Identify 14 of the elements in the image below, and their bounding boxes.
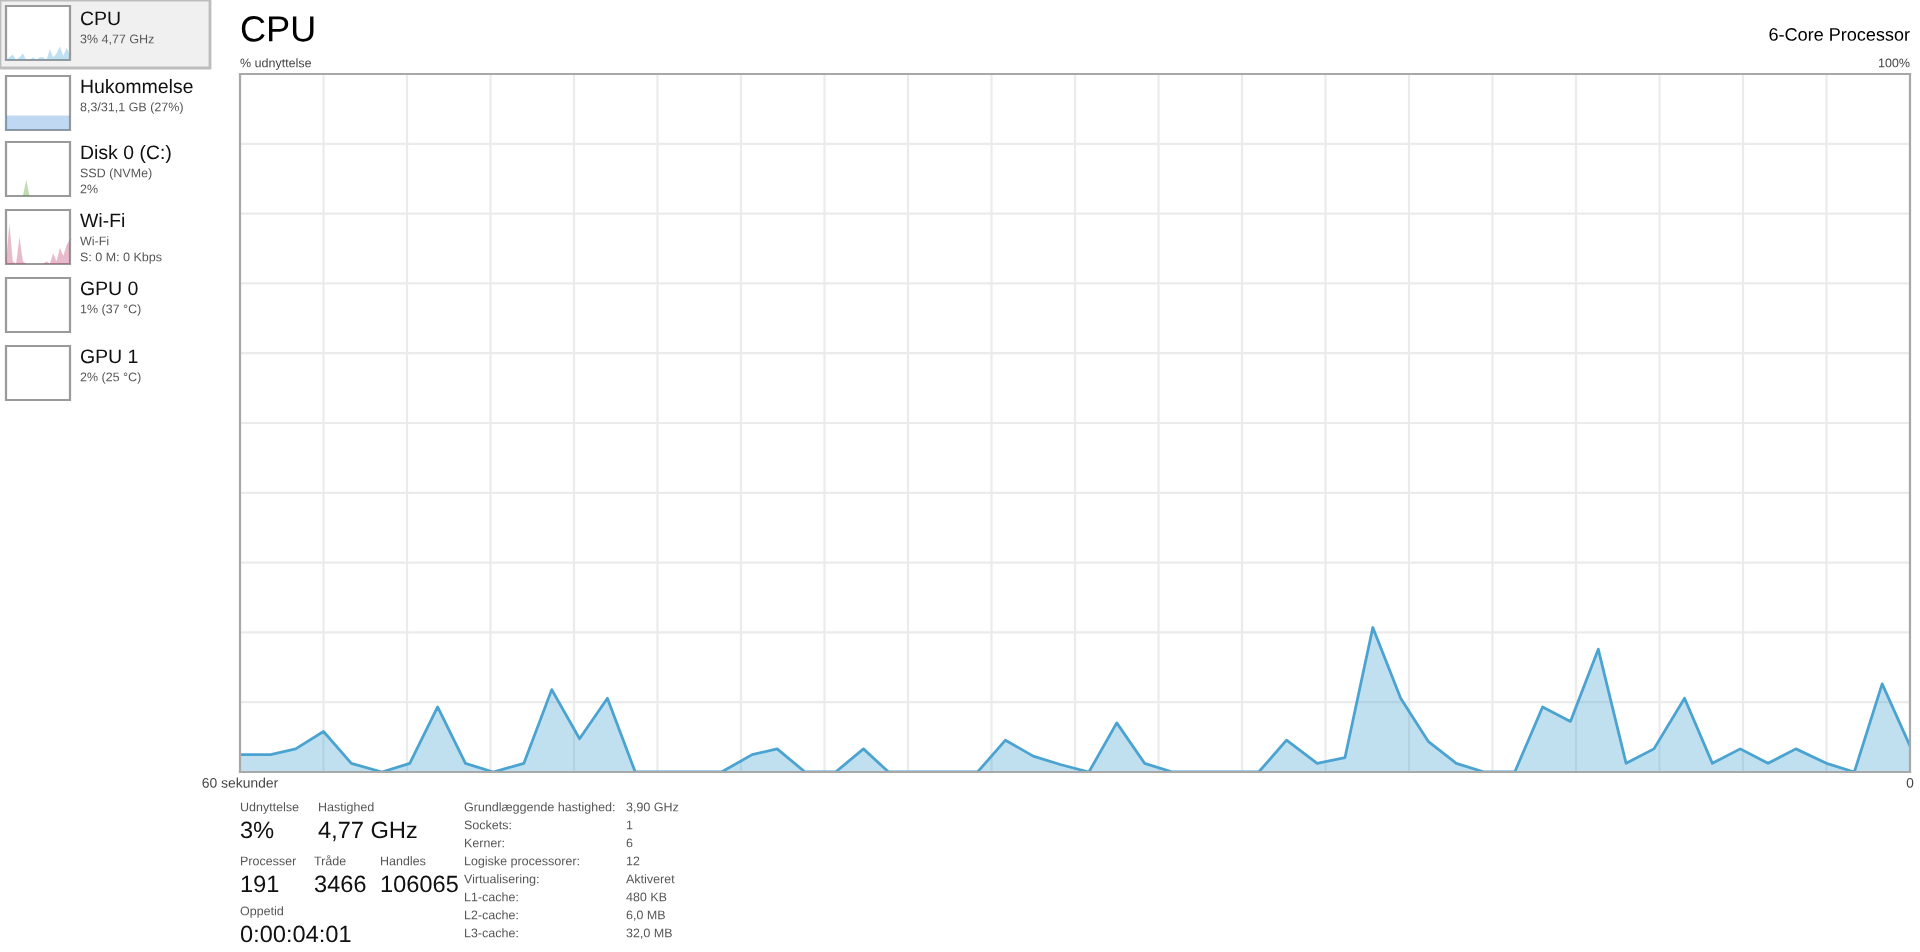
text: Wi-Fi: [80, 212, 125, 228]
text: GPU 0: [80, 281, 138, 296]
chart-subtitle: 6-Core Processor: [1769, 28, 1910, 41]
text: Hukommelse: [81, 78, 193, 94]
chart-title: CPU: [241, 16, 314, 42]
text: 191: [241, 875, 279, 893]
text: 4,77 GHz: [318, 821, 417, 842]
text: 106065: [381, 875, 458, 893]
text: 3%: [240, 821, 274, 839]
text: CPU: [80, 11, 120, 26]
text: Disk 0 (C:): [81, 144, 171, 164]
text: GPU 1: [80, 349, 138, 364]
text: 0:00:04:01: [240, 925, 351, 943]
text: 3466: [314, 875, 366, 893]
